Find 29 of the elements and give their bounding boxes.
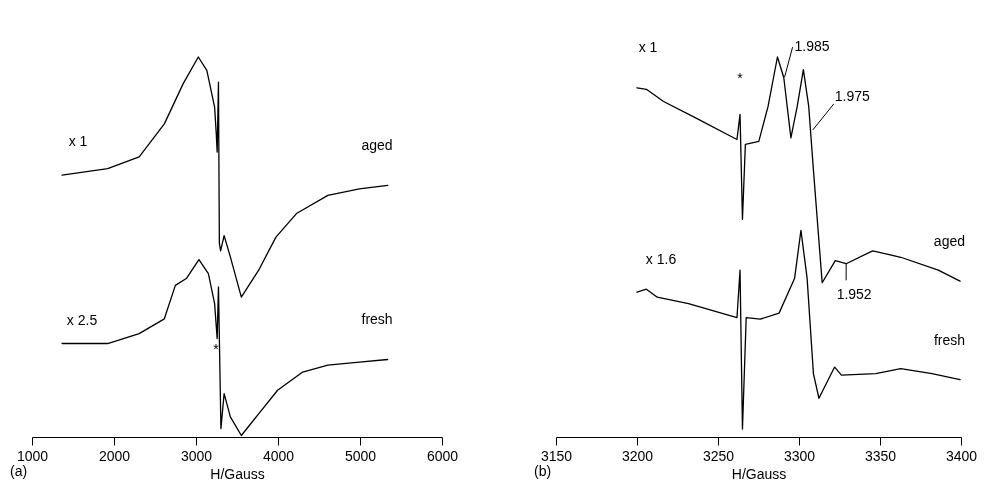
text: x 1 bbox=[638, 39, 658, 55]
x-axis-title: H/Gauss bbox=[731, 465, 787, 482]
x-tick-label: 2000 bbox=[98, 447, 131, 464]
x-axis-title: H/Gauss bbox=[210, 465, 265, 482]
series-label: fresh bbox=[933, 331, 966, 348]
annotation: * bbox=[213, 340, 220, 357]
text: (b) bbox=[534, 463, 552, 479]
annotation: * bbox=[737, 70, 744, 86]
x-tick-label: 3000 bbox=[180, 447, 213, 464]
annotation: x 1 bbox=[68, 133, 88, 149]
x-tick-label: 3200 bbox=[621, 447, 654, 464]
x-tick-label: 3300 bbox=[783, 447, 816, 464]
x-tick-label: 3400 bbox=[945, 447, 978, 464]
text: fresh bbox=[361, 311, 393, 328]
x-tick-label: 5000 bbox=[344, 447, 377, 464]
x-tick-label: 1000 bbox=[16, 447, 49, 464]
annotation: 1.952 bbox=[836, 286, 872, 303]
x-tick-label: 4000 bbox=[262, 447, 295, 464]
x-tick-label: 3150 bbox=[540, 447, 573, 464]
annotation: 1.985 bbox=[794, 38, 830, 55]
x-tick-label: 3250 bbox=[702, 447, 735, 464]
annotation: x 2.5 bbox=[66, 312, 98, 328]
x-tick-label: 6000 bbox=[426, 447, 459, 464]
text: aged bbox=[361, 137, 393, 154]
x-tick-label: 3350 bbox=[864, 447, 897, 464]
annotation: x 1.6 bbox=[645, 251, 677, 267]
annotation: 1.975 bbox=[834, 87, 871, 104]
text: (a) bbox=[10, 463, 28, 479]
series-label: aged bbox=[933, 233, 966, 250]
